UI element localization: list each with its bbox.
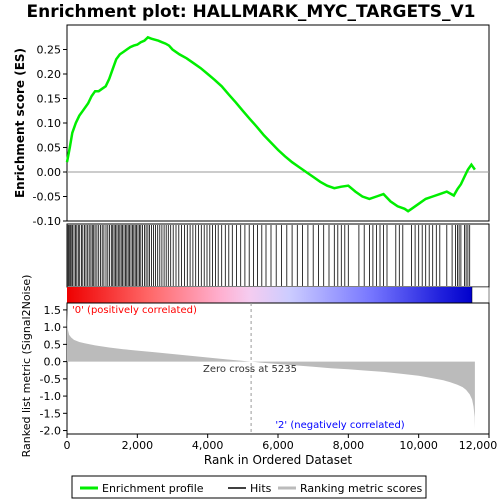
es-y-axis: -0.10 -0.05 0.00 0.05 0.10 0.15 0.20 0.25 [33, 44, 67, 228]
es-y-tick-label: 0.15 [37, 93, 62, 106]
x-axis-label: Rank in Ordered Dataset [204, 453, 352, 467]
negative-correlation-label: '2' (negatively correlated) [275, 420, 404, 431]
es-y-tick-label: 0.05 [37, 142, 62, 155]
legend-box [71, 475, 427, 499]
metric-y-tick-label: -1.5 [40, 407, 61, 420]
legend-label-metric: Ranking metric scores [300, 482, 422, 495]
metric-y-label: Ranked list metric (Signal2Noise) [20, 275, 33, 458]
metric-y-tick-label: -0.5 [40, 373, 61, 386]
metric-y-tick-label: 1.5 [44, 304, 62, 317]
metric-y-tick-label: -1.0 [40, 390, 61, 403]
es-y-tick-label: 0.00 [37, 166, 62, 179]
x-tick-label: 8,000 [333, 439, 365, 452]
es-y-tick-label: -0.10 [33, 215, 61, 228]
metric-y-axis: -2.0 -1.5 -1.0 -0.5 0.0 0.5 1.0 1.5 [40, 304, 67, 438]
positive-correlation-label: '0' (positively correlated) [72, 305, 197, 316]
zero-cross-label: Zero cross at 5235 [203, 364, 297, 375]
enrichment-profile-line [65, 35, 476, 213]
rank-color-bar [67, 287, 472, 303]
es-y-tick-label: 0.20 [37, 68, 62, 81]
rank-color-bar-end [471, 286, 490, 304]
x-tick-label: 4,000 [192, 439, 224, 452]
metric-y-tick-label: 1.0 [44, 321, 62, 334]
x-tick-label: 6,000 [262, 439, 294, 452]
x-tick-label: 10,000 [399, 439, 438, 452]
es-panel: -0.10 -0.05 0.00 0.05 0.10 0.15 0.20 0.25 Enric… [13, 24, 490, 228]
hits-ticks [67, 225, 471, 286]
chart-title: Enrichment plot: HALLMARK_MYC_TARGETS_V1 [27, 2, 476, 22]
es-y-tick-label: -0.05 [33, 191, 61, 204]
legend-label-hits: Hits [250, 482, 272, 495]
es-y-tick-label: 0.10 [37, 117, 62, 130]
ranking-metric-area [67, 308, 475, 429]
es-y-tick-label: 0.25 [37, 44, 62, 57]
legend-label-enrichment: Enrichment profile [102, 482, 204, 495]
es-plot-area [66, 24, 490, 222]
metric-x-axis: 0 2,000 4,000 6,000 8,000 10,000 12,000 [64, 434, 498, 452]
x-tick-label: 2,000 [122, 439, 154, 452]
legend: Enrichment profile Hits Ranking metric s… [71, 475, 427, 499]
metric-panel: -2.0 -1.5 -1.0 -0.5 0.0 0.5 1.0 1.5 0 2,000 4,000… [20, 275, 497, 467]
es-y-label: Enrichment score (ES) [13, 48, 27, 198]
x-tick-label: 0 [64, 439, 71, 452]
metric-y-tick-label: -2.0 [40, 425, 61, 438]
x-tick-label: 12,000 [459, 439, 498, 452]
hits-panel [66, 223, 490, 288]
metric-y-tick-label: 0.5 [44, 338, 62, 351]
metric-y-tick-label: 0.0 [44, 356, 62, 369]
